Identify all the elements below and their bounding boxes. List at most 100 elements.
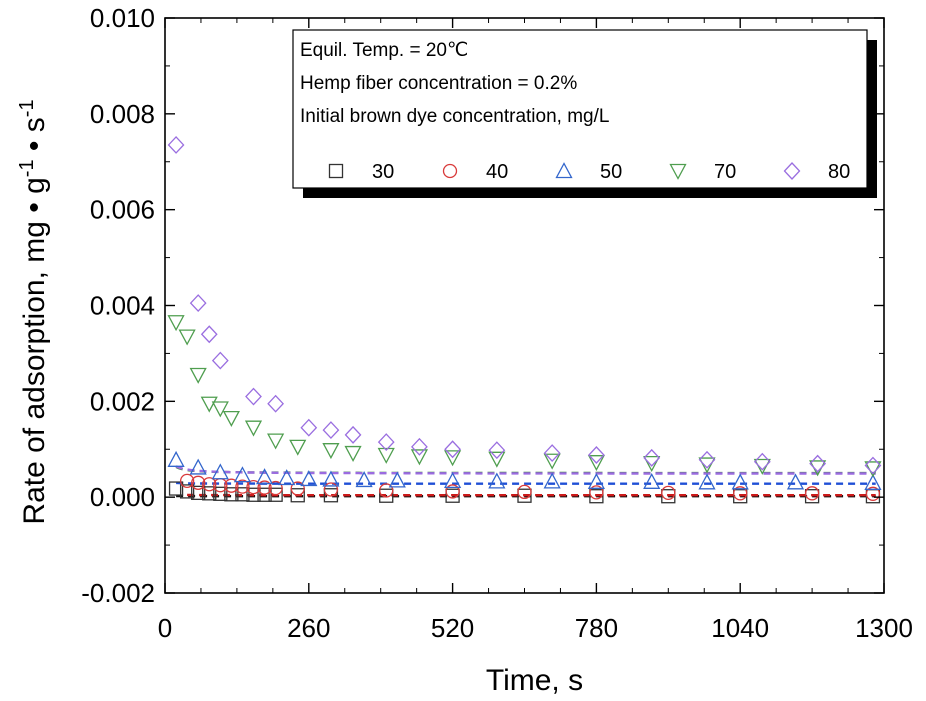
legend-line: Hemp fiber concentration = 0.2% xyxy=(300,73,577,94)
y-title-s: s xyxy=(18,117,51,132)
y-tick-label: 0.008 xyxy=(90,99,155,129)
data-point-40 xyxy=(191,475,206,490)
x-tick-label: 260 xyxy=(287,613,330,643)
data-point-70 xyxy=(643,455,661,473)
data-point-80 xyxy=(267,394,285,413)
data-point-80 xyxy=(698,450,716,469)
data-point-80 xyxy=(488,441,506,460)
data-point-40 xyxy=(865,486,881,501)
data-point-50 xyxy=(300,470,318,487)
data-point-30 xyxy=(235,487,250,502)
legend-marker-40 xyxy=(442,163,458,179)
y-tick-label: 0.004 xyxy=(90,291,155,321)
x-tick-label: 1040 xyxy=(711,613,769,643)
y-tick-label: 0.002 xyxy=(90,386,155,416)
x-axis-title: Time, s xyxy=(486,664,583,697)
data-point-30 xyxy=(191,485,206,501)
legend-line: Initial brown dye concentration, mg/L xyxy=(300,106,609,127)
data-point-50 xyxy=(211,463,229,480)
y-title-sup-1: -1 xyxy=(16,159,38,177)
data-point-70 xyxy=(444,450,462,467)
data-point-40 xyxy=(589,485,604,500)
legend-line: Equil. Temp. = 20℃ xyxy=(300,40,468,61)
data-point-50 xyxy=(864,473,882,490)
y-title-sup-2: -1 xyxy=(16,99,38,117)
data-point-50 xyxy=(167,450,185,467)
data-point-70 xyxy=(410,449,429,466)
data-point-50 xyxy=(322,470,340,487)
data-point-70 xyxy=(344,445,362,462)
data-point-50 xyxy=(189,458,207,475)
legend-label-40: 40 xyxy=(486,161,508,183)
data-point-40 xyxy=(661,485,676,501)
data-point-80 xyxy=(809,454,827,473)
data-point-50 xyxy=(278,469,296,486)
data-point-30 xyxy=(224,487,239,502)
data-point-50 xyxy=(488,472,506,489)
data-point-40 xyxy=(268,480,283,496)
data-point-70 xyxy=(178,329,196,346)
legend-label-80: 80 xyxy=(828,161,850,183)
data-point-30 xyxy=(257,487,272,502)
data-point-40 xyxy=(179,473,195,489)
legend-label-50: 50 xyxy=(600,161,622,183)
data-point-40 xyxy=(246,479,261,495)
data-point-30 xyxy=(290,488,305,503)
data-point-70 xyxy=(244,420,263,437)
data-point-50 xyxy=(731,473,749,490)
legend: Equil. Temp. = 20℃ Hemp fiber concentrati… xyxy=(292,29,877,198)
data-point-50 xyxy=(543,472,561,489)
data-point-40 xyxy=(257,480,272,495)
legend-marker-80 xyxy=(783,162,801,180)
legend-box xyxy=(292,29,868,189)
data-point-80 xyxy=(377,433,395,452)
data-point-40 xyxy=(804,486,820,501)
data-point-70 xyxy=(322,443,340,460)
data-point-40 xyxy=(235,479,250,494)
data-point-30 xyxy=(661,489,676,504)
data-point-70 xyxy=(587,455,605,472)
x-tick-label: 0 xyxy=(158,613,172,643)
data-point-80 xyxy=(167,136,185,154)
data-point-80 xyxy=(245,387,262,406)
data-point-80 xyxy=(643,448,661,467)
y-title-dot: • xyxy=(18,132,51,159)
data-point-30 xyxy=(323,488,339,503)
data-point-50 xyxy=(444,471,462,489)
data-point-30 xyxy=(445,488,460,503)
data-point-30 xyxy=(589,489,604,504)
y-tick-label: -0.002 xyxy=(81,578,155,608)
legend-marker-50 xyxy=(555,162,573,179)
data-point-40 xyxy=(290,481,305,496)
data-point-80 xyxy=(753,452,771,471)
data-point-80 xyxy=(344,425,362,444)
data-point-30 xyxy=(246,487,261,502)
data-point-30 xyxy=(168,481,184,496)
data-point-80 xyxy=(444,440,461,459)
legend-label-30: 30 xyxy=(372,161,394,183)
data-point-70 xyxy=(543,453,561,470)
data-point-40 xyxy=(517,484,532,500)
data-point-40 xyxy=(379,483,394,498)
data-point-70 xyxy=(189,367,207,384)
data-point-30 xyxy=(213,486,228,501)
data-point-80 xyxy=(300,418,318,437)
data-point-40 xyxy=(224,478,239,493)
data-point-80 xyxy=(411,437,428,456)
data-point-30 xyxy=(202,486,217,501)
ticks: 0 260 520 780 1040 1300 -0.002 0.000 0.002 0.004 0… xyxy=(81,3,913,643)
data-point-50 xyxy=(786,473,805,490)
legend-marker-30 xyxy=(328,163,344,179)
data-point-30 xyxy=(517,488,532,503)
data-point-80 xyxy=(588,446,605,464)
data-point-70 xyxy=(289,439,307,456)
data-point-70 xyxy=(211,401,229,418)
fit-curves xyxy=(175,465,876,498)
data-point-30 xyxy=(379,488,394,503)
data-point-50 xyxy=(388,471,406,488)
x-tick-label: 1300 xyxy=(855,613,913,643)
data-point-30 xyxy=(268,487,283,502)
fit-curve-80 xyxy=(175,465,876,475)
